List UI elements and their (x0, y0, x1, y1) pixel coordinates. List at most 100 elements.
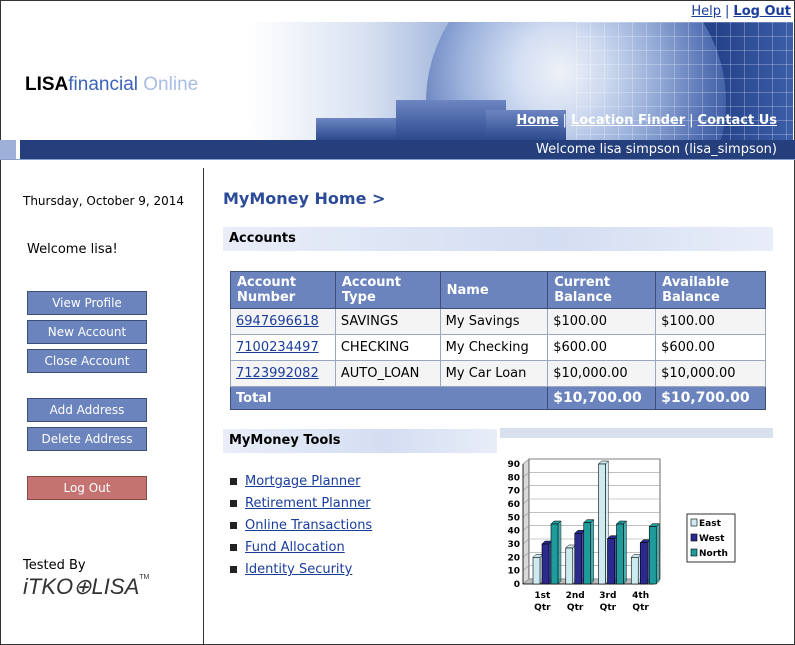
tools-list: Mortgage Planner Retirement Planner Onli… (230, 474, 372, 584)
nav-contact-us[interactable]: Contact Us (697, 113, 777, 128)
account-name: My Savings (439, 308, 549, 335)
y-tick-label: 50 (507, 513, 520, 523)
divider (0, 159, 795, 160)
table-row: 6947696618 SAVINGS My Savings $100.00 $1… (230, 308, 766, 335)
legend-swatch (690, 518, 698, 527)
header-banner: LISAfinancial Online Home | Location Finde… (16, 22, 793, 140)
account-type: SAVINGS (334, 308, 441, 335)
bar-side (557, 520, 562, 585)
total-available-balance: $10,700.00 (655, 386, 766, 410)
online-transactions-link[interactable]: Online Transactions (245, 518, 373, 533)
retirement-planner-link[interactable]: Retirement Planner (245, 496, 371, 511)
y-tick-label: 20 (507, 553, 520, 563)
top-links: Help | Log Out (691, 4, 791, 19)
bullet-icon (230, 522, 237, 529)
view-profile-button[interactable]: View Profile (27, 291, 147, 315)
grid-graphic (576, 22, 793, 140)
header-bar (0, 140, 795, 159)
bullet-icon (230, 478, 237, 485)
gridline (522, 565, 530, 571)
bar-north (550, 523, 559, 585)
building-graphic (486, 110, 566, 140)
account-number-link[interactable]: 6947696618 (236, 314, 319, 329)
bar-north (648, 526, 657, 585)
page-title: MyMoney Home > (223, 189, 386, 208)
gridline (522, 458, 530, 465)
account-type: CHECKING (334, 334, 441, 361)
bar-north (583, 522, 592, 585)
gridline (522, 525, 530, 531)
bar-west (541, 543, 550, 585)
legend-swatch (690, 533, 698, 542)
account-number-link[interactable]: 7100234497 (236, 340, 319, 355)
col-header: Account Type (334, 271, 441, 309)
account-name: My Car Loan (439, 360, 549, 387)
x-tick-label: Qtr (632, 603, 649, 613)
bar-west (574, 533, 583, 585)
table-header-row: Account Number Account Type Name Current… (230, 271, 766, 309)
bar-side (656, 523, 660, 585)
bar-east (630, 557, 639, 585)
col-header: Account Number (230, 271, 336, 309)
help-link[interactable]: Help (691, 4, 722, 19)
legend-label: West (699, 534, 725, 544)
nav-home[interactable]: Home (516, 113, 559, 128)
account-name: My Checking (439, 334, 549, 361)
accounts-heading: Accounts (223, 227, 773, 251)
y-tick-label: 0 (514, 580, 520, 590)
x-tick-label: 1st (534, 591, 551, 601)
bullet-icon (230, 544, 237, 551)
col-header: Name (439, 271, 549, 309)
total-current-balance: $10,700.00 (547, 386, 657, 410)
x-tick-label: Qtr (567, 603, 584, 613)
gridline (522, 578, 530, 585)
gridline (522, 538, 530, 545)
chart-wall (522, 458, 530, 585)
y-tick-label: 80 (507, 473, 520, 483)
tested-by-label: Tested By (23, 558, 86, 573)
welcome-bar-text: Welcome lisa simpson (lisa_simpson) (536, 142, 777, 157)
close-account-button[interactable]: Close Account (27, 349, 147, 373)
table-row: 7100234497 CHECKING My Checking $600.00 … (230, 334, 766, 361)
gridline (522, 472, 530, 478)
tools-heading: MyMoney Tools (223, 429, 497, 453)
gridline (522, 485, 530, 491)
top-logout-link[interactable]: Log Out (733, 4, 791, 19)
y-tick-label: 70 (507, 487, 520, 497)
bar-east (532, 557, 541, 585)
bar-west (607, 538, 615, 585)
y-tick-label: 90 (507, 460, 520, 470)
y-tick-label: 60 (507, 500, 520, 510)
y-tick-label: 10 (507, 567, 520, 577)
list-item: Retirement Planner (230, 496, 372, 518)
bar-north (616, 523, 624, 585)
gridline (522, 498, 530, 505)
bar-east (598, 463, 606, 585)
table-row: 7123992082 AUTO_LOAN My Car Loan $10,000… (230, 360, 766, 387)
bar-west (639, 542, 648, 585)
chart-heading-strip (500, 428, 773, 438)
delete-address-button[interactable]: Delete Address (27, 427, 147, 451)
legend-label: East (699, 519, 722, 529)
y-tick-label: 40 (507, 527, 520, 537)
sidebar (0, 168, 204, 645)
bar-east (565, 547, 574, 585)
legend-swatch (690, 548, 698, 557)
account-type: AUTO_LOAN (334, 360, 441, 387)
available-balance: $100.00 (655, 308, 766, 335)
identity-security-link[interactable]: Identity Security (245, 562, 353, 577)
x-tick-label: 4th (632, 591, 649, 601)
new-account-button[interactable]: New Account (27, 320, 147, 344)
current-balance: $10,000.00 (547, 360, 657, 387)
add-address-button[interactable]: Add Address (27, 398, 147, 422)
logout-button[interactable]: Log Out (27, 476, 147, 500)
itko-lisa-logo: iTKO⊕LISATM (23, 574, 150, 599)
accounts-table: Account Number Account Type Name Current… (229, 271, 766, 410)
mortgage-planner-link[interactable]: Mortgage Planner (245, 474, 361, 489)
fund-allocation-link[interactable]: Fund Allocation (245, 540, 345, 555)
account-number-link[interactable]: 7123992082 (236, 366, 319, 381)
gridline (522, 512, 530, 518)
nav-location-finder[interactable]: Location Finder (570, 113, 686, 128)
quarterly-bar-chart: 0 10 20 30 40 50 60 70 80 90 1st Qtr 2nd Qtr 3rd Qtr 4th… (507, 458, 736, 613)
brand-logo: LISAfinancial Online (25, 74, 199, 95)
